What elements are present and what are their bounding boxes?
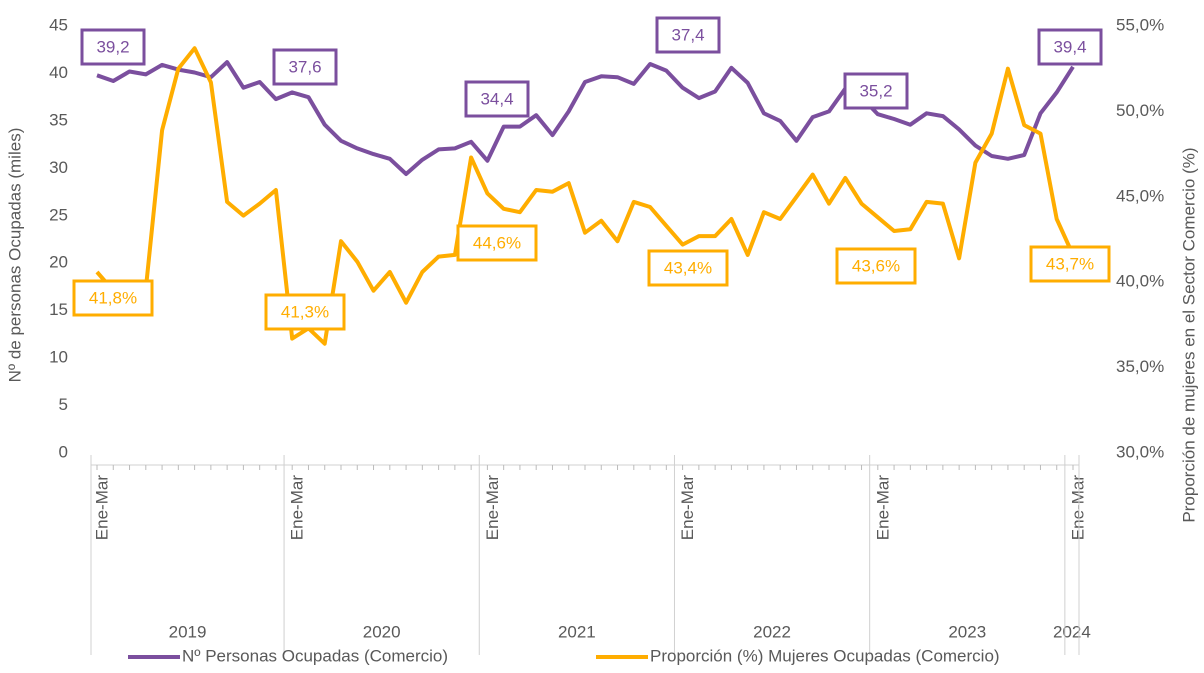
y-tick-label: 40 [49, 63, 68, 82]
y-tick-label: 45 [49, 15, 68, 34]
annotation: 41,3% [281, 302, 329, 321]
group-label: 2020 [363, 622, 401, 641]
annotation: 41,8% [89, 288, 137, 307]
y-tick-label: 15 [49, 300, 68, 319]
y2-tick-label: 30,0% [1116, 442, 1164, 461]
annotation: 34,4 [480, 89, 513, 108]
y2-tick-label: 55,0% [1116, 15, 1164, 34]
annotation-box [1029, 245, 1111, 283]
annotation-box [1037, 28, 1103, 66]
group-label: 2022 [753, 622, 791, 641]
x-tick-label: Ene-Mar [678, 475, 697, 541]
y-tick-label: 25 [49, 205, 68, 224]
legend-label: Proporción (%) Mujeres Ocupadas (Comerci… [650, 646, 1000, 665]
annotation-box [655, 16, 721, 54]
group-label: 2024 [1053, 622, 1091, 641]
y-tick-label: 5 [59, 395, 68, 414]
y-tick-label: 0 [59, 442, 68, 461]
annotation: 39,2 [96, 37, 129, 56]
y-tick-label: 35 [49, 110, 68, 129]
annotation-box [264, 293, 346, 331]
annotation-box [272, 48, 338, 86]
group-label: 2023 [948, 622, 986, 641]
series-line [96, 60, 1075, 176]
annotation-box [464, 80, 530, 118]
annotation-box [80, 28, 146, 66]
x-tick-label: Ene-Mar [483, 475, 502, 541]
group-label: 2021 [558, 622, 596, 641]
annotation: 37,6 [288, 57, 321, 76]
annotation-box [456, 224, 538, 262]
annotation: 43,4% [664, 258, 712, 277]
y2-tick-label: 50,0% [1116, 101, 1164, 120]
x-tick-label: Ene-Mar [873, 475, 892, 541]
y-axis-title: Nº de personas Ocupadas (miles) [5, 128, 24, 383]
y2-tick-label: 45,0% [1116, 186, 1164, 205]
annotation: 35,2 [859, 81, 892, 100]
annotation-box [835, 247, 917, 285]
annotation-box [647, 249, 729, 287]
annotation: 43,6% [852, 256, 900, 275]
annotation: 39,4 [1053, 37, 1086, 56]
y2-tick-label: 40,0% [1116, 272, 1164, 291]
annotation-box [72, 279, 154, 317]
x-tick-label: Ene-Mar [1068, 475, 1087, 541]
annotation: 43,7% [1046, 254, 1094, 273]
annotation-box [843, 72, 909, 110]
annotation: 44,6% [473, 233, 521, 252]
series-line [95, 46, 1075, 346]
group-label: 2019 [169, 622, 207, 641]
x-tick-label: Ene-Mar [288, 475, 307, 541]
x-tick-label: Ene-Mar [92, 475, 111, 541]
annotation: 37,4 [671, 25, 704, 44]
y-tick-label: 10 [49, 348, 68, 367]
y-tick-label: 20 [49, 253, 68, 272]
y-tick-label: 30 [49, 158, 68, 177]
y2-axis-title: Proporción de mujeres en el Sector Comer… [1179, 147, 1198, 522]
legend-label: Nº Personas Ocupadas (Comercio) [182, 646, 448, 665]
y2-tick-label: 35,0% [1116, 357, 1164, 376]
